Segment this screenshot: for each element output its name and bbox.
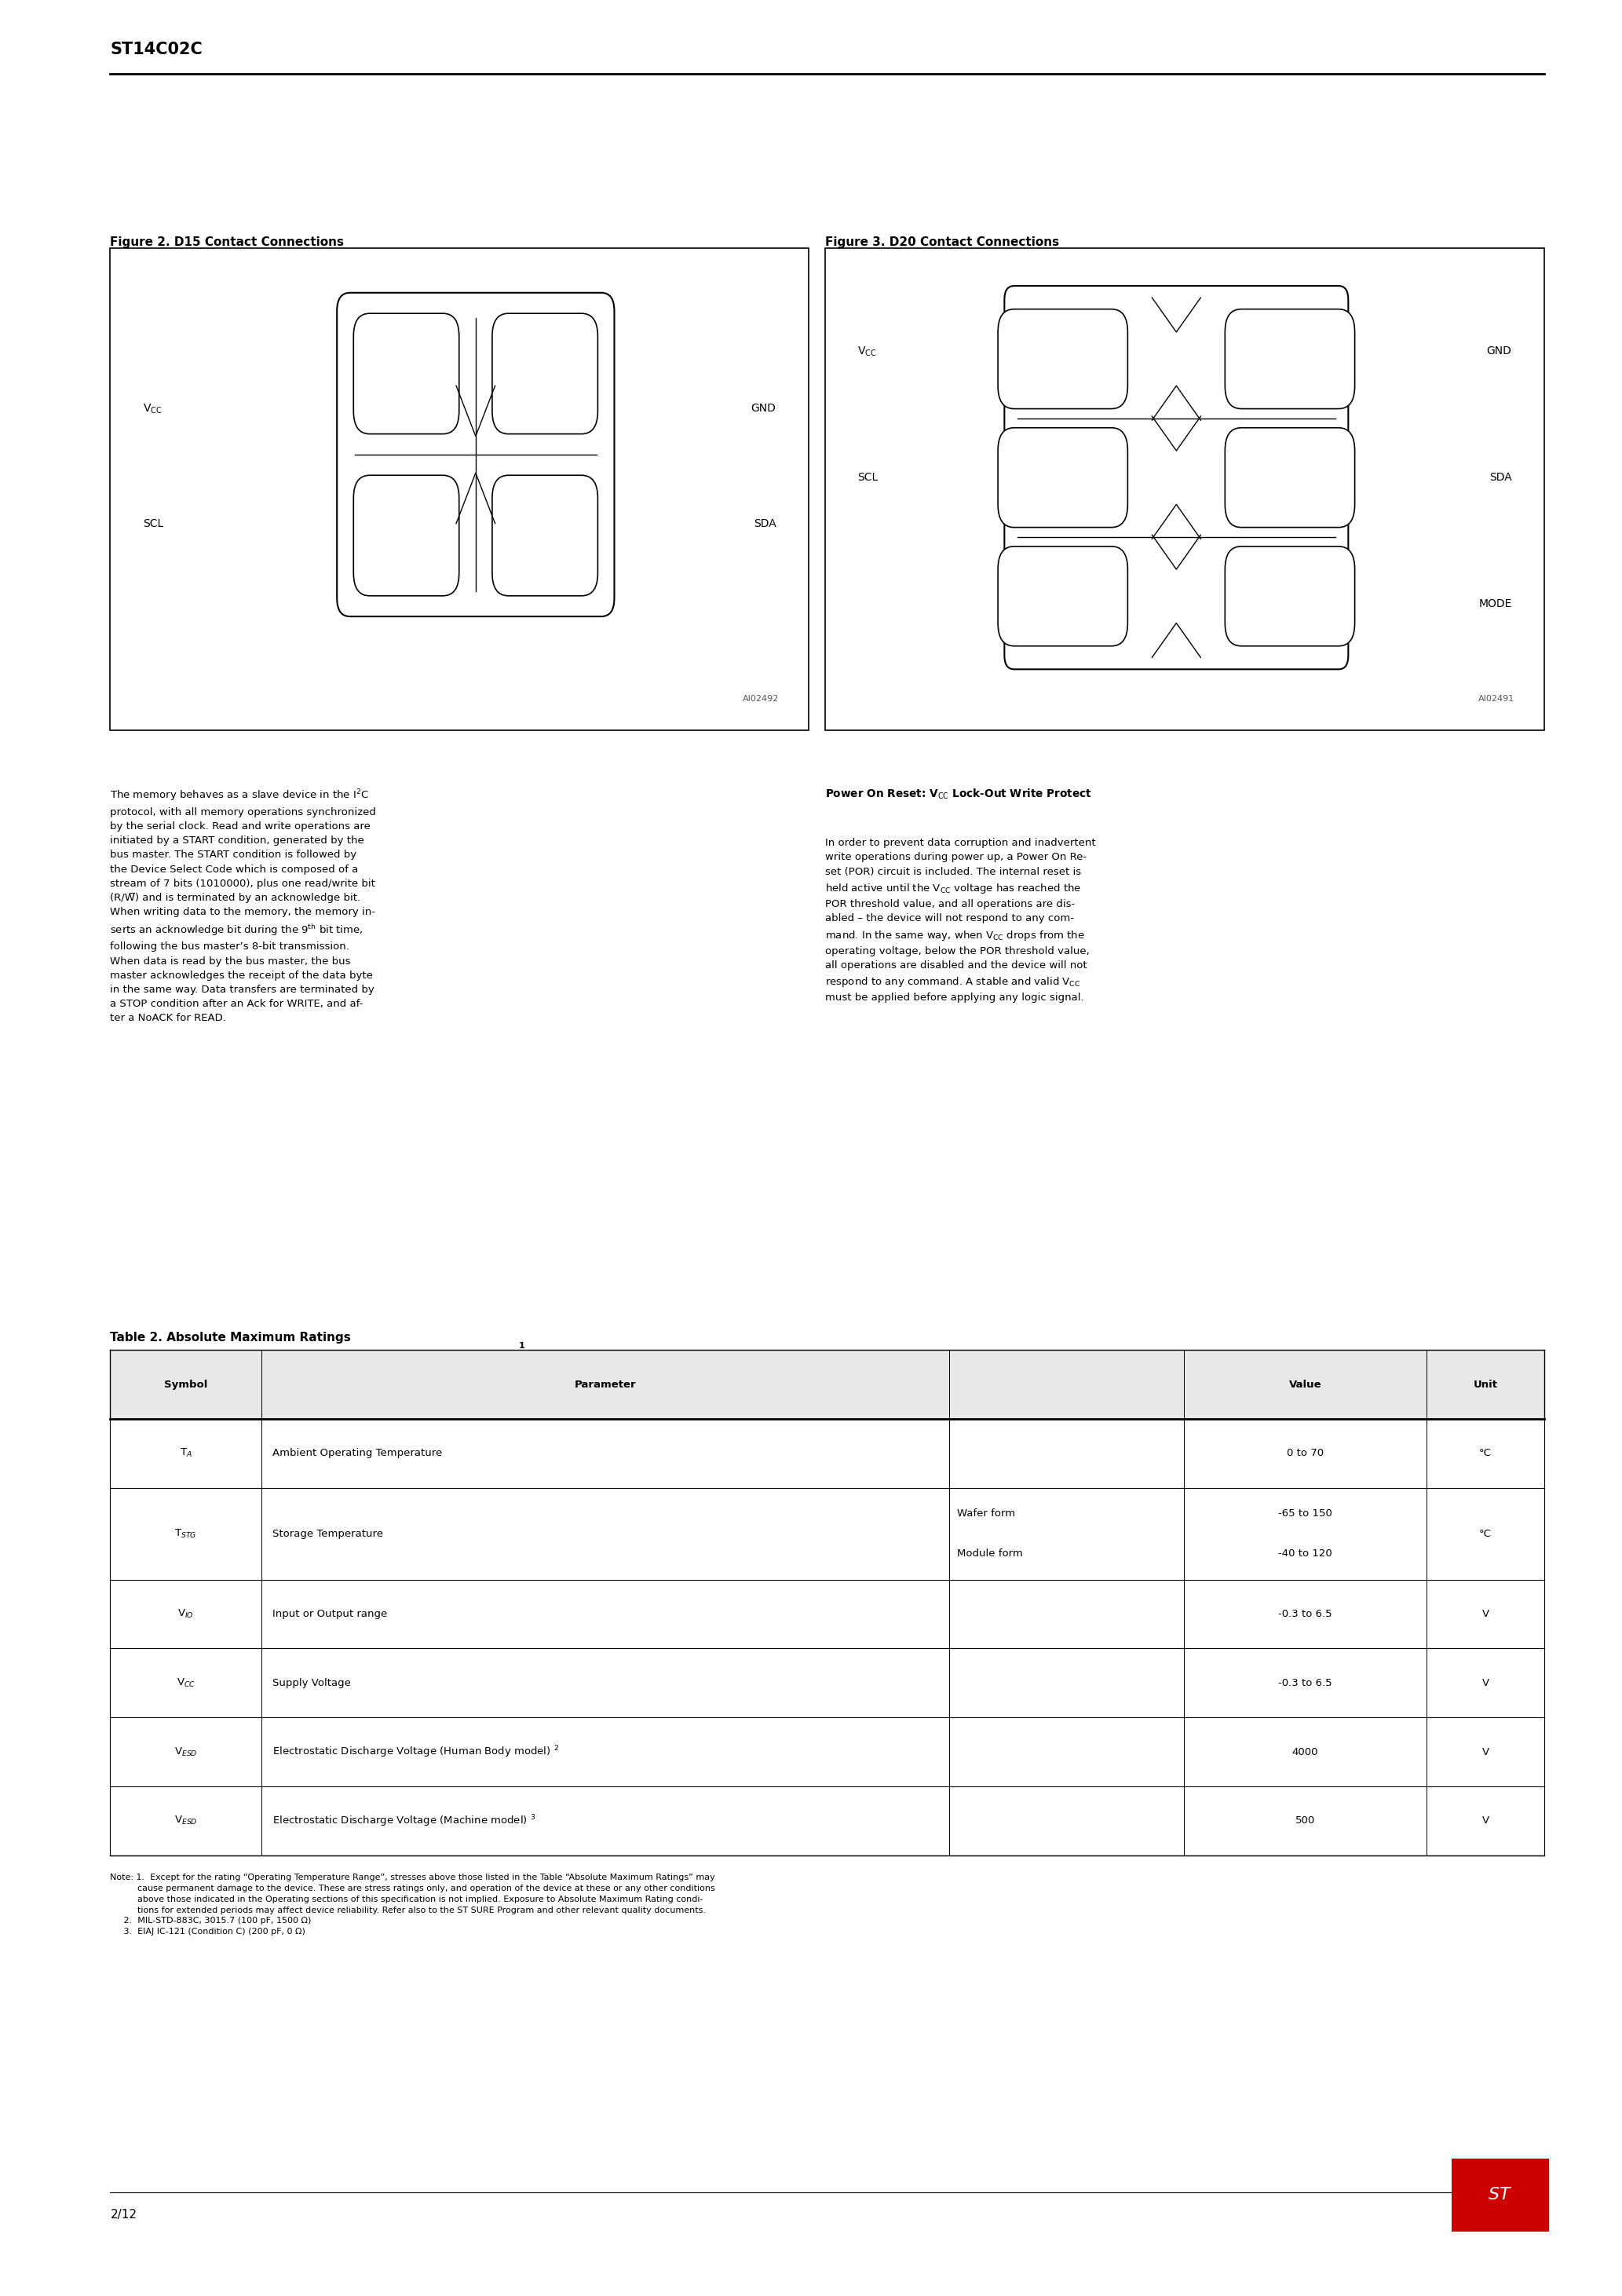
FancyBboxPatch shape	[998, 310, 1127, 409]
Text: Wafer form: Wafer form	[957, 1508, 1015, 1518]
Text: Module form: Module form	[957, 1550, 1022, 1559]
Text: 0 to 70: 0 to 70	[1286, 1449, 1324, 1458]
Text: SCL: SCL	[143, 519, 164, 528]
Text: V: V	[1483, 1678, 1489, 1688]
FancyBboxPatch shape	[1225, 427, 1354, 528]
Text: V$_{\rm CC}$: V$_{\rm CC}$	[856, 344, 876, 358]
Text: V$_{IO}$: V$_{IO}$	[177, 1607, 195, 1621]
Text: T$_A$: T$_A$	[180, 1446, 191, 1460]
Text: The memory behaves as a slave device in the I$^2$C
protocol, with all memory ope: The memory behaves as a slave device in …	[110, 788, 376, 1024]
Text: $\it{ST}$: $\it{ST}$	[1487, 2188, 1513, 2202]
Text: Supply Voltage: Supply Voltage	[272, 1678, 350, 1688]
Text: AI02491: AI02491	[1479, 696, 1515, 703]
Text: 4000: 4000	[1293, 1747, 1319, 1756]
Text: Parameter: Parameter	[574, 1380, 636, 1389]
Bar	[110, 248, 808, 730]
Text: V: V	[1483, 1747, 1489, 1756]
FancyBboxPatch shape	[354, 475, 459, 595]
Text: Ambient Operating Temperature: Ambient Operating Temperature	[272, 1449, 443, 1458]
FancyBboxPatch shape	[491, 312, 599, 434]
Text: Note: 1.  Except for the rating “Operating Temperature Range”, stresses above th: Note: 1. Except for the rating “Operatin…	[110, 1874, 715, 1936]
Text: Value: Value	[1289, 1380, 1322, 1389]
Text: SDA: SDA	[754, 519, 775, 528]
Text: -0.3 to 6.5: -0.3 to 6.5	[1278, 1678, 1332, 1688]
Text: -40 to 120: -40 to 120	[1278, 1550, 1332, 1559]
Text: Storage Temperature: Storage Temperature	[272, 1529, 383, 1538]
Text: -0.3 to 6.5: -0.3 to 6.5	[1278, 1609, 1332, 1619]
Text: SCL: SCL	[856, 473, 878, 482]
Text: Symbol: Symbol	[164, 1380, 208, 1389]
FancyBboxPatch shape	[1225, 546, 1354, 645]
Text: V$_{ESD}$: V$_{ESD}$	[174, 1745, 198, 1759]
Text: V$_{ESD}$: V$_{ESD}$	[174, 1814, 198, 1828]
FancyBboxPatch shape	[998, 546, 1127, 645]
Text: 500: 500	[1296, 1816, 1315, 1825]
Text: MODE: MODE	[1478, 599, 1512, 608]
Text: Figure 3. D20 Contact Connections: Figure 3. D20 Contact Connections	[824, 236, 1059, 248]
FancyBboxPatch shape	[1225, 310, 1354, 409]
Text: AI02492: AI02492	[743, 696, 779, 703]
Bar	[110, 1350, 1544, 1419]
Text: V$_{CC}$: V$_{CC}$	[177, 1676, 195, 1690]
FancyBboxPatch shape	[998, 427, 1127, 528]
FancyBboxPatch shape	[491, 475, 599, 595]
Text: 2/12: 2/12	[110, 2209, 136, 2220]
Text: T$_{STG}$: T$_{STG}$	[175, 1527, 196, 1541]
Text: Electrostatic Discharge Voltage (Human Body model) $^2$: Electrostatic Discharge Voltage (Human B…	[272, 1745, 560, 1759]
Text: -65 to 150: -65 to 150	[1278, 1508, 1332, 1518]
FancyBboxPatch shape	[354, 312, 459, 434]
Text: GND: GND	[1487, 347, 1512, 356]
Text: 1: 1	[519, 1343, 526, 1350]
Text: V: V	[1483, 1609, 1489, 1619]
Text: ST14C02C: ST14C02C	[110, 41, 203, 57]
Bar	[1452, 2158, 1549, 2232]
Text: °C: °C	[1479, 1449, 1492, 1458]
Text: V$_{\rm CC}$: V$_{\rm CC}$	[143, 402, 162, 416]
Text: V: V	[1483, 1816, 1489, 1825]
Text: Unit: Unit	[1473, 1380, 1497, 1389]
Text: Power On Reset: V$_{\rm CC}$ Lock-Out Write Protect: Power On Reset: V$_{\rm CC}$ Lock-Out Wr…	[824, 788, 1092, 801]
Text: GND: GND	[751, 404, 775, 413]
Text: SDA: SDA	[1489, 473, 1512, 482]
Text: Electrostatic Discharge Voltage (Machine model) $^3$: Electrostatic Discharge Voltage (Machine…	[272, 1814, 535, 1828]
Text: Input or Output range: Input or Output range	[272, 1609, 388, 1619]
Text: Table 2. Absolute Maximum Ratings: Table 2. Absolute Maximum Ratings	[110, 1332, 355, 1343]
Text: In order to prevent data corruption and inadvertent
write operations during powe: In order to prevent data corruption and …	[824, 838, 1095, 1003]
Bar	[824, 248, 1544, 730]
Text: Figure 2. D15 Contact Connections: Figure 2. D15 Contact Connections	[110, 236, 344, 248]
Text: °C: °C	[1479, 1529, 1492, 1538]
